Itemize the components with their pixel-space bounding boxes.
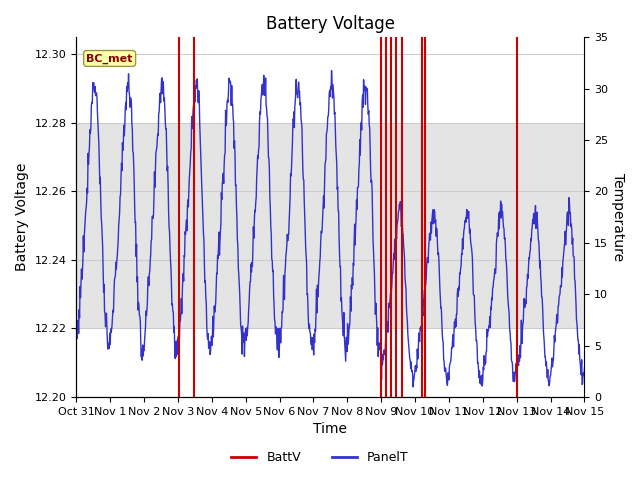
Bar — [76, 123, 584, 328]
X-axis label: Time: Time — [314, 422, 348, 436]
Y-axis label: Temperature: Temperature — [611, 173, 625, 261]
Title: Battery Voltage: Battery Voltage — [266, 15, 395, 33]
Legend: BattV, PanelT: BattV, PanelT — [227, 446, 413, 469]
Y-axis label: Battery Voltage: Battery Voltage — [15, 163, 29, 271]
Text: BC_met: BC_met — [86, 53, 133, 63]
